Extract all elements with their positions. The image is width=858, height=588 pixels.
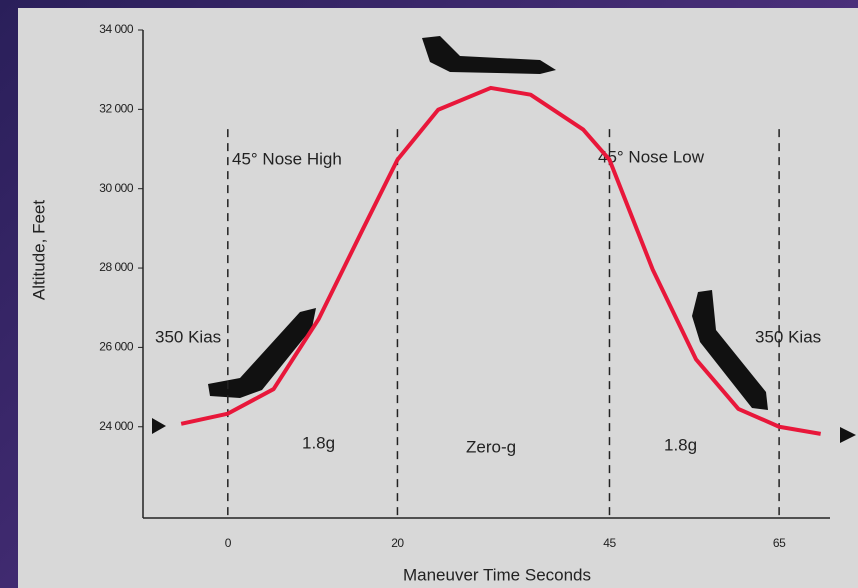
annotation: 350 Kias	[155, 327, 221, 346]
annotation: 1.8g	[664, 435, 697, 454]
y-tick-label: 28 000	[99, 260, 134, 274]
y-tick-label: 32 000	[99, 102, 134, 116]
y-tick-label: 26 000	[99, 340, 134, 354]
annotation: 350 Kias	[755, 327, 821, 346]
chart: Altitude, Feet Maneuver Time Seconds 45°…	[0, 0, 858, 588]
x-tick-label: 0	[225, 536, 232, 550]
chart-panel	[18, 8, 858, 588]
y-axis-label: Altitude, Feet	[29, 200, 48, 300]
y-tick-label: 30 000	[99, 181, 134, 195]
annotation: 1.8g	[302, 433, 335, 452]
annotation: 45° Nose High	[232, 149, 342, 168]
x-tick-label: 65	[773, 536, 786, 550]
y-tick-label: 34 000	[99, 22, 134, 36]
x-axis-label: Maneuver Time Seconds	[403, 565, 591, 584]
x-tick-label: 20	[391, 536, 404, 550]
x-tick-label: 45	[603, 536, 616, 550]
y-tick-label: 24 000	[99, 419, 134, 433]
page: Altitude, Feet Maneuver Time Seconds 45°…	[0, 0, 858, 588]
annotation: 45° Nose Low	[598, 147, 705, 166]
annotation: Zero-g	[466, 437, 516, 456]
